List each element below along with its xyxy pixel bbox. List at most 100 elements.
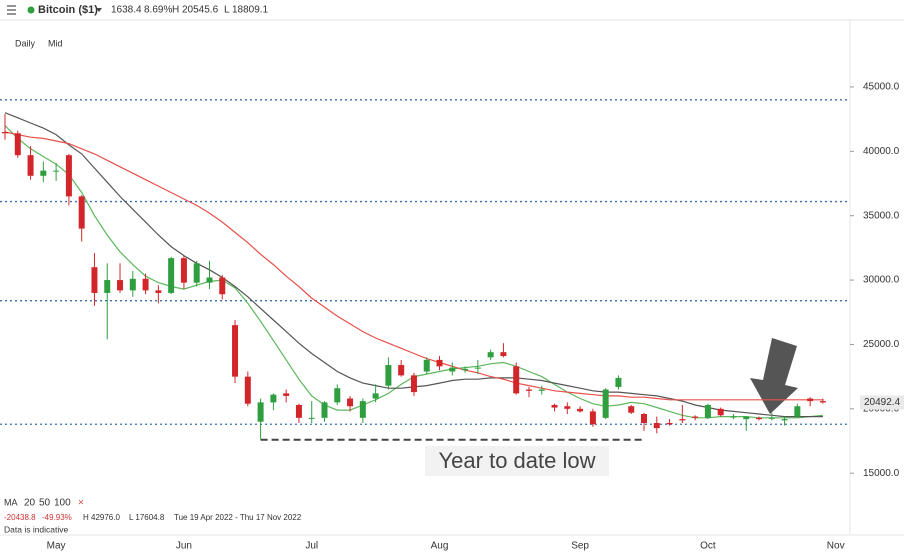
candle-body xyxy=(615,377,622,387)
candle-body xyxy=(257,402,264,422)
candle-body xyxy=(564,406,571,409)
candle-body xyxy=(589,411,596,425)
candle-body xyxy=(500,352,507,357)
candle-body xyxy=(768,417,775,419)
candle-body xyxy=(334,388,341,403)
candle-body xyxy=(104,280,111,293)
session-high: H 20545.6 xyxy=(172,5,219,16)
stats-range: Tue 19 Apr 2022 - Thu 17 Nov 2022 xyxy=(174,513,302,522)
price-tag xyxy=(860,395,904,410)
candle-body xyxy=(743,416,750,420)
candle-body xyxy=(78,196,85,229)
candle-body xyxy=(551,404,558,408)
candle-body xyxy=(807,398,814,402)
ma-close[interactable]: × xyxy=(78,498,84,509)
candle-body xyxy=(781,419,788,421)
candle-body xyxy=(513,366,520,394)
candle-body xyxy=(270,394,277,403)
instrument[interactable]: Bitcoin ($1) xyxy=(38,4,98,16)
candle-body xyxy=(474,367,481,369)
candle-body xyxy=(602,389,609,418)
candle-body xyxy=(244,376,251,404)
candle-body xyxy=(117,280,124,291)
candle-body xyxy=(155,290,162,293)
candle-body xyxy=(14,133,21,156)
legend-entry: 100 xyxy=(54,498,71,509)
change-pct: 8.69% xyxy=(144,5,172,16)
y-tick-label: 35000.0 xyxy=(863,210,900,221)
stats-note: Data is indicative xyxy=(4,524,69,534)
x-tick-label: Jul xyxy=(305,541,318,552)
ma-label: MA xyxy=(4,497,18,507)
price-tag-label: 20492.4 xyxy=(864,397,901,408)
candle-body xyxy=(717,408,724,416)
candle-body xyxy=(219,277,226,295)
candle-body xyxy=(666,422,673,425)
candle-body xyxy=(295,404,302,418)
candle-body xyxy=(692,416,699,418)
candle-body xyxy=(577,408,584,412)
candle-body xyxy=(679,419,686,421)
candle-body xyxy=(436,359,443,367)
candle-body xyxy=(129,278,136,291)
candle-body xyxy=(142,278,149,291)
y-tick-label: 15000.0 xyxy=(863,468,900,479)
annotation: Year to date low xyxy=(439,448,596,473)
x-tick-label: May xyxy=(47,541,66,552)
candle-body xyxy=(321,402,328,418)
candle-body xyxy=(385,365,392,386)
arrow xyxy=(750,338,798,414)
candle-body xyxy=(462,368,469,371)
candle-body xyxy=(193,263,200,283)
candle-body xyxy=(53,170,60,172)
candle-body xyxy=(704,404,711,418)
y-tick-label: 30000.0 xyxy=(863,275,900,286)
price-type[interactable]: Mid xyxy=(48,38,63,48)
x-tick-label: Nov xyxy=(827,541,845,552)
dropdown-caret[interactable] xyxy=(96,8,102,12)
candle-body xyxy=(359,401,366,418)
stats-low: L 17604.8 xyxy=(129,513,165,522)
candle-body xyxy=(525,389,532,391)
ma-line xyxy=(4,131,823,401)
candle-body xyxy=(487,352,494,358)
candle-body xyxy=(730,416,737,418)
candle-body xyxy=(794,406,801,417)
candle-body xyxy=(372,393,379,399)
stats-change-pct: -49.93% xyxy=(42,513,72,522)
legend-entry: 20 xyxy=(24,498,36,509)
candle-body xyxy=(641,413,647,423)
y-tick-label: 45000.0 xyxy=(863,82,900,93)
change: 1638.4 xyxy=(111,5,142,16)
stats-high: H 42976.0 xyxy=(83,513,120,522)
stats-change: -20438.8 xyxy=(4,513,36,522)
candle-body xyxy=(308,417,315,419)
candle-body xyxy=(410,375,417,393)
candle-body xyxy=(819,401,826,403)
candle-body xyxy=(232,325,239,377)
candle-body xyxy=(40,170,47,176)
legend-entry: 50 xyxy=(39,498,51,509)
candle-body xyxy=(206,277,213,283)
candle-body xyxy=(2,132,8,134)
y-tick-label: 25000.0 xyxy=(863,339,900,350)
annotation-box xyxy=(425,446,609,476)
candle-body xyxy=(91,267,98,293)
candle-body xyxy=(180,258,187,283)
candle-body xyxy=(756,417,763,420)
y-tick-label: 40000.0 xyxy=(863,146,900,157)
candle-body xyxy=(65,155,72,197)
interval[interactable]: Daily xyxy=(15,38,36,48)
candle-body xyxy=(423,359,430,372)
candle-body xyxy=(27,155,34,176)
x-tick-label: Oct xyxy=(700,541,716,552)
x-tick-label: Sep xyxy=(571,541,589,552)
candle-body xyxy=(283,393,290,396)
candle-body xyxy=(347,398,354,407)
candle-body xyxy=(168,258,175,293)
candle-body xyxy=(628,406,635,413)
candle-body xyxy=(398,365,405,376)
candle-body xyxy=(538,389,545,391)
menu-icon[interactable] xyxy=(7,5,16,15)
